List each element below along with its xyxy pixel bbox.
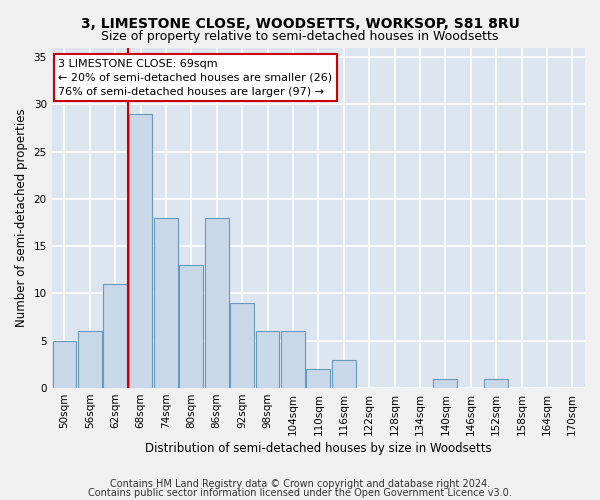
Bar <box>433 378 457 388</box>
Title: 3, LIMESTONE CLOSE, WOODSETTS, WORKSOP, S81 8RU
Size of property relative to sem: 3, LIMESTONE CLOSE, WOODSETTS, WORKSOP, … <box>0 499 1 500</box>
Bar <box>484 378 508 388</box>
Bar <box>78 332 101 388</box>
Bar <box>129 114 152 388</box>
Text: Contains HM Land Registry data © Crown copyright and database right 2024.: Contains HM Land Registry data © Crown c… <box>110 479 490 489</box>
Bar <box>230 303 254 388</box>
Bar <box>281 332 305 388</box>
Bar <box>103 284 127 388</box>
Bar <box>256 332 280 388</box>
Bar <box>332 360 356 388</box>
Bar <box>307 369 330 388</box>
X-axis label: Distribution of semi-detached houses by size in Woodsetts: Distribution of semi-detached houses by … <box>145 442 491 455</box>
Y-axis label: Number of semi-detached properties: Number of semi-detached properties <box>15 108 28 327</box>
Bar <box>205 218 229 388</box>
Text: 3 LIMESTONE CLOSE: 69sqm
← 20% of semi-detached houses are smaller (26)
76% of s: 3 LIMESTONE CLOSE: 69sqm ← 20% of semi-d… <box>58 59 332 97</box>
Bar <box>179 265 203 388</box>
Text: Size of property relative to semi-detached houses in Woodsetts: Size of property relative to semi-detach… <box>101 30 499 43</box>
Text: Contains public sector information licensed under the Open Government Licence v3: Contains public sector information licen… <box>88 488 512 498</box>
Bar <box>154 218 178 388</box>
Bar <box>53 341 76 388</box>
Text: 3, LIMESTONE CLOSE, WOODSETTS, WORKSOP, S81 8RU: 3, LIMESTONE CLOSE, WOODSETTS, WORKSOP, … <box>80 18 520 32</box>
